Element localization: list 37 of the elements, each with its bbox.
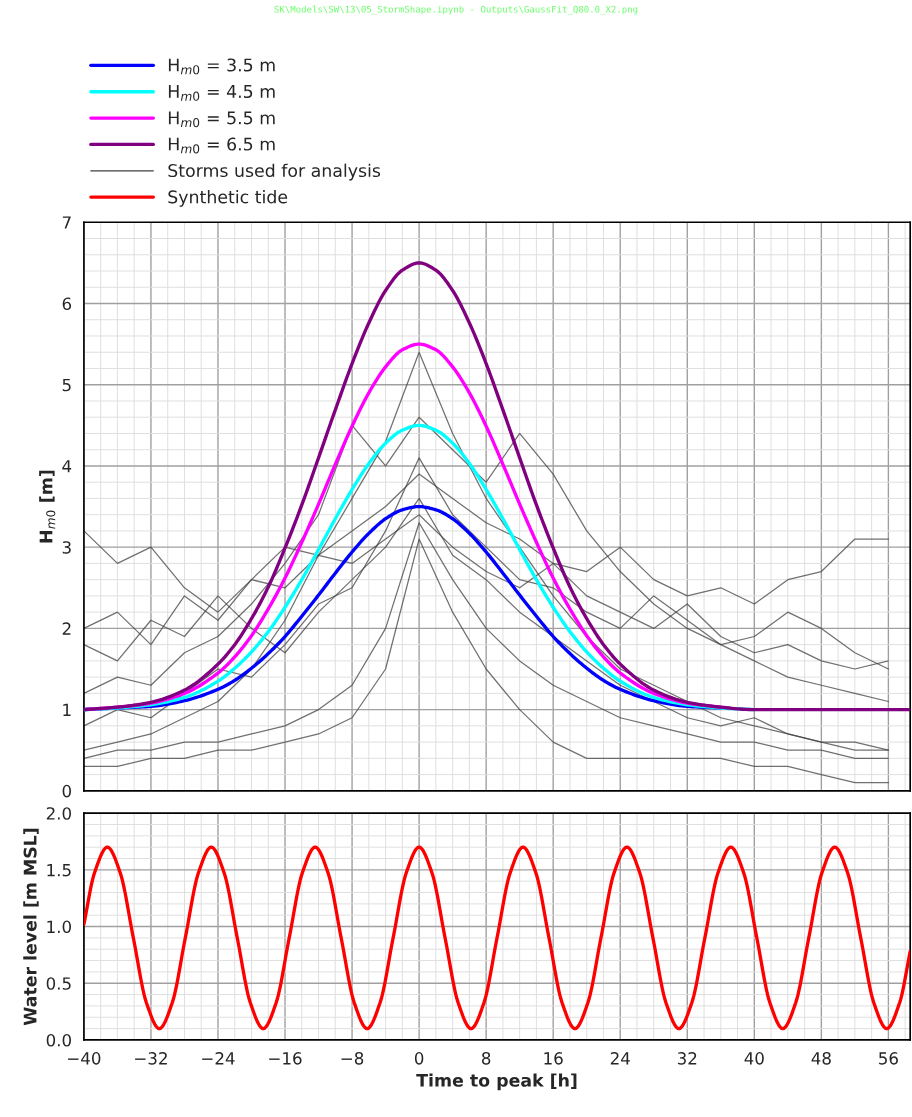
x-tick-label: −16: [269, 1052, 302, 1065]
y-axis-title: Water level [m MSL]: [23, 828, 39, 1026]
x-tick-label: 32: [677, 1052, 697, 1065]
text: SK\Models\SW\13\05_StormShape.ipynb - Outputs\GaussFit_Q80.0_X2.png: [274, 5, 638, 15]
y-tick-label: 2: [62, 622, 71, 635]
legend-label: Storms used for analysis: [168, 163, 381, 181]
y-tick-label: 3: [62, 541, 71, 554]
y-tick-label: 5: [62, 378, 71, 392]
x-tick-label: 8: [481, 1052, 491, 1065]
y-tick-label: 0.0: [46, 1033, 71, 1047]
y-tick-label: 2.0: [46, 807, 71, 820]
y-tick-label: 0.5: [46, 977, 71, 990]
x-tick-label: 56: [879, 1052, 898, 1065]
legend-label: H$_{m0}$ = 3.5 m: [168, 58, 275, 75]
x-axis-title: Time to peak [h]: [416, 1073, 577, 1091]
y-tick-label: 1.0: [47, 920, 71, 934]
x-tick-label: −32: [135, 1052, 167, 1065]
legend-label: H$_{m0}$ = 4.5 m: [168, 85, 275, 101]
x-tick-label: 24: [610, 1052, 630, 1065]
x-tick-label: −40: [68, 1052, 101, 1065]
x-tick-label: 40: [744, 1052, 764, 1065]
x-tick-label: −8: [341, 1052, 364, 1065]
y-tick-label: 1.5: [47, 864, 71, 877]
legend-label: Synthetic tide: [168, 190, 288, 207]
x-tick-label: −24: [202, 1052, 235, 1065]
legend-label: H$_{m0}$ = 6.5 m: [168, 137, 275, 154]
x-tick-label: 0: [414, 1052, 424, 1065]
y-tick-label: 4: [62, 460, 72, 473]
y-tick-label: 7: [62, 216, 71, 229]
y-tick-label: 1: [63, 703, 71, 716]
y-tick-label: 0: [62, 784, 71, 798]
x-tick-label: 16: [544, 1052, 563, 1065]
line-series: [83, 538, 890, 784]
y-axis-title: H$_{m0}$ [m]: [39, 470, 56, 543]
y-tick-label: 6: [62, 297, 72, 311]
legend-label: H$_{m0}$ = 5.5 m: [168, 111, 275, 128]
x-tick-label: 48: [811, 1052, 831, 1065]
